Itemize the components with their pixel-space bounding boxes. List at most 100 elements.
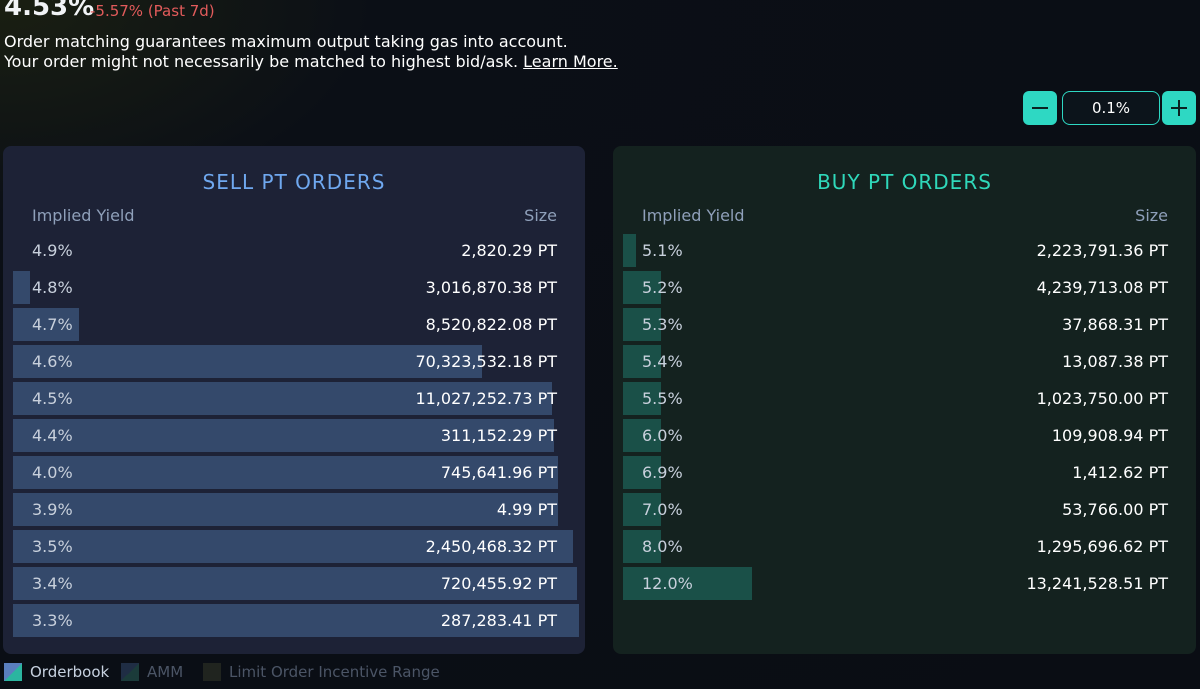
row-size: 70,323,532.18 PT — [415, 352, 557, 371]
depth-bar — [623, 308, 661, 341]
depth-bar — [623, 345, 661, 378]
minus-icon — [1032, 107, 1048, 109]
depth-bar — [13, 419, 554, 452]
row-implied-yield: 5.4% — [642, 352, 683, 371]
row-size: 2,450,468.32 PT — [425, 537, 557, 556]
order-row[interactable]: 6.9% 1,412.62 PT — [613, 454, 1196, 491]
depth-bar — [13, 382, 552, 415]
order-row[interactable]: 5.4% 13,087.38 PT — [613, 343, 1196, 380]
row-size: 109,908.94 PT — [1051, 426, 1168, 445]
row-size: 13,087.38 PT — [1062, 352, 1168, 371]
row-implied-yield: 6.0% — [642, 426, 683, 445]
order-row[interactable]: 8.0% 1,295,696.62 PT — [613, 528, 1196, 565]
sell-orders-list: 4.9% 2,820.29 PT 4.8% 3,016,870.38 PT 4.7% 8,… — [3, 232, 585, 639]
info-line-2-text: Your order might not necessarily be matc… — [4, 52, 524, 71]
depth-bar — [13, 493, 558, 526]
depth-bar — [623, 419, 661, 452]
increase-button[interactable] — [1162, 91, 1196, 125]
order-row[interactable]: 7.0% 53,766.00 PT — [613, 491, 1196, 528]
order-row[interactable]: 3.3% 287,283.41 PT — [3, 602, 585, 639]
row-size: 13,241,528.51 PT — [1026, 574, 1168, 593]
order-row[interactable]: 4.9% 2,820.29 PT — [3, 232, 585, 269]
row-implied-yield: 5.1% — [642, 241, 683, 260]
row-implied-yield: 4.9% — [32, 241, 73, 260]
order-row[interactable]: 3.9% 4.99 PT — [3, 491, 585, 528]
depth-bar — [623, 234, 636, 267]
row-implied-yield: 3.3% — [32, 611, 73, 630]
orderbook-swatch — [4, 663, 22, 681]
row-size: 311,152.29 PT — [440, 426, 557, 445]
row-size: 2,820.29 PT — [461, 241, 557, 260]
order-row[interactable]: 5.3% 37,868.31 PT — [613, 306, 1196, 343]
order-row[interactable]: 5.2% 4,239,713.08 PT — [613, 269, 1196, 306]
decrease-button[interactable] — [1023, 91, 1057, 125]
order-matching-info: Order matching guarantees maximum output… — [4, 32, 618, 72]
order-row[interactable]: 5.1% 2,223,791.36 PT — [613, 232, 1196, 269]
depth-bar — [13, 345, 482, 378]
depth-bar — [13, 271, 30, 304]
info-line-2: Your order might not necessarily be matc… — [4, 52, 618, 72]
order-row[interactable]: 4.8% 3,016,870.38 PT — [3, 269, 585, 306]
row-size: 53,766.00 PT — [1062, 500, 1168, 519]
row-implied-yield: 3.5% — [32, 537, 73, 556]
sell-col-implied-yield: Implied Yield — [32, 206, 135, 225]
depth-bar — [13, 530, 573, 563]
order-row[interactable]: 5.5% 1,023,750.00 PT — [613, 380, 1196, 417]
row-size: 37,868.31 PT — [1062, 315, 1168, 334]
row-implied-yield: 4.6% — [32, 352, 73, 371]
amm-swatch — [121, 663, 139, 681]
learn-more-link[interactable]: Learn More. — [523, 52, 618, 71]
row-implied-yield: 12.0% — [642, 574, 693, 593]
depth-bar — [623, 567, 752, 600]
row-implied-yield: 5.3% — [642, 315, 683, 334]
order-row[interactable]: 6.0% 109,908.94 PT — [613, 417, 1196, 454]
order-row[interactable]: 4.5% 11,027,252.73 PT — [3, 380, 585, 417]
row-size: 2,223,791.36 PT — [1036, 241, 1168, 260]
slippage-input[interactable]: 0.1% — [1062, 91, 1160, 125]
order-row[interactable]: 3.4% 720,455.92 PT — [3, 565, 585, 602]
order-row[interactable]: 4.0% 745,641.96 PT — [3, 454, 585, 491]
row-implied-yield: 7.0% — [642, 500, 683, 519]
row-implied-yield: 4.4% — [32, 426, 73, 445]
implied-apy-value: 4.53% — [4, 0, 95, 22]
order-row[interactable]: 4.4% 311,152.29 PT — [3, 417, 585, 454]
row-implied-yield: 4.8% — [32, 278, 73, 297]
buy-col-implied-yield: Implied Yield — [642, 206, 745, 225]
buy-orders-list: 5.1% 2,223,791.36 PT 5.2% 4,239,713.08 PT 5.… — [613, 232, 1196, 602]
limit-order-swatch — [203, 663, 221, 681]
row-size: 4,239,713.08 PT — [1036, 278, 1168, 297]
legend-label: AMM — [147, 663, 184, 681]
row-size: 8,520,822.08 PT — [425, 315, 557, 334]
row-implied-yield: 3.9% — [32, 500, 73, 519]
row-size: 3,016,870.38 PT — [425, 278, 557, 297]
depth-bar — [13, 308, 79, 341]
depth-bar — [13, 604, 579, 637]
depth-bar — [623, 382, 661, 415]
row-implied-yield: 3.4% — [32, 574, 73, 593]
depth-bar — [623, 456, 661, 489]
depth-bar — [13, 567, 577, 600]
depth-bar — [623, 271, 661, 304]
apy-change: -5.57% (Past 7d) — [90, 2, 215, 20]
row-size: 4.99 PT — [496, 500, 557, 519]
depth-bar — [623, 530, 661, 563]
buy-col-size: Size — [1135, 206, 1168, 225]
row-size: 745,641.96 PT — [440, 463, 557, 482]
order-row[interactable]: 4.6% 70,323,532.18 PT — [3, 343, 585, 380]
row-size: 1,023,750.00 PT — [1036, 389, 1168, 408]
depth-bar — [623, 493, 661, 526]
sell-pt-orders-panel: SELL PT ORDERS Implied Yield Size 4.9% 2,… — [3, 146, 585, 654]
order-row[interactable]: 12.0% 13,241,528.51 PT — [613, 565, 1196, 602]
row-implied-yield: 4.7% — [32, 315, 73, 334]
sell-panel-title: SELL PT ORDERS — [202, 170, 386, 194]
row-implied-yield: 4.0% — [32, 463, 73, 482]
row-implied-yield: 4.5% — [32, 389, 73, 408]
order-row[interactable]: 4.7% 8,520,822.08 PT — [3, 306, 585, 343]
row-size: 287,283.41 PT — [440, 611, 557, 630]
row-size: 720,455.92 PT — [440, 574, 557, 593]
row-size: 11,027,252.73 PT — [415, 389, 557, 408]
depth-bar — [13, 456, 558, 489]
order-row[interactable]: 3.5% 2,450,468.32 PT — [3, 528, 585, 565]
buy-pt-orders-panel: BUY PT ORDERS Implied Yield Size 5.1% 2,2… — [613, 146, 1196, 654]
info-line-1: Order matching guarantees maximum output… — [4, 32, 568, 51]
